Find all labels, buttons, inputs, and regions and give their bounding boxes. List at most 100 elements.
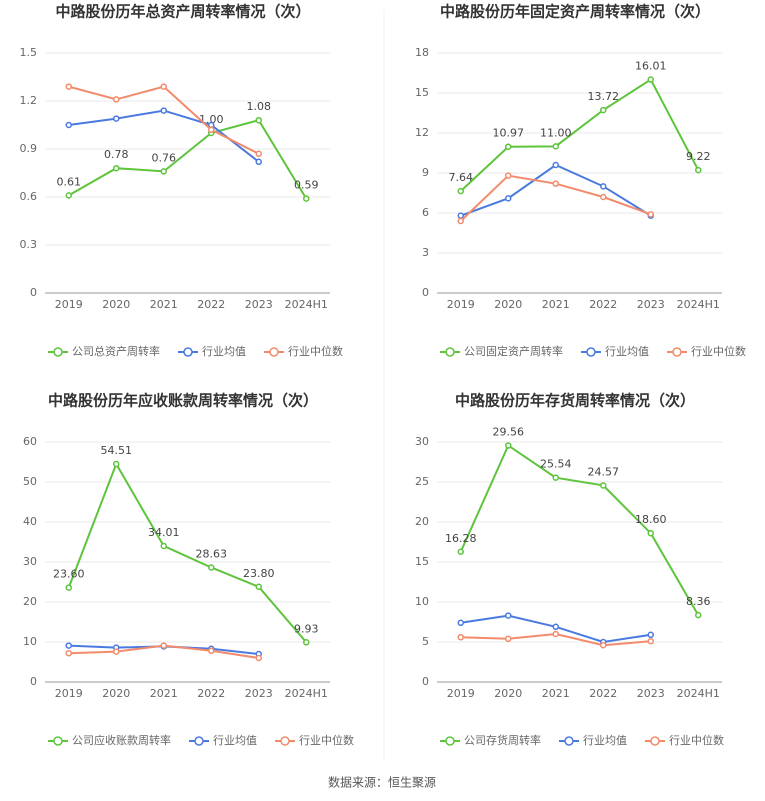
data-label: 29.56 [493, 426, 525, 439]
x-tick-label: 2020 [494, 298, 522, 311]
series-line [459, 444, 700, 616]
data-label: 16.01 [635, 60, 667, 73]
data-point [208, 564, 215, 571]
x-tick-label: 2020 [494, 687, 522, 700]
y-tick-label: 3 [422, 246, 429, 259]
data-label: 0.61 [57, 175, 82, 188]
y-tick-label: 0 [30, 286, 37, 299]
y-tick-label: 0.6 [20, 190, 38, 203]
data-point [65, 192, 72, 199]
x-tick-label: 2024H1 [285, 298, 328, 311]
data-label: 8.36 [686, 595, 711, 608]
data-label: 34.01 [148, 526, 180, 539]
y-tick-label: 1.5 [20, 46, 38, 59]
data-point [113, 460, 120, 468]
y-tick-label: 18 [415, 46, 429, 59]
x-tick-label: 2022 [197, 298, 225, 311]
x-tick-label: 2019 [55, 687, 83, 700]
y-tick-label: 0.3 [20, 238, 38, 251]
x-tick-label: 2019 [447, 687, 475, 700]
legend-marker [445, 736, 455, 746]
data-point [600, 641, 607, 649]
data-point [600, 482, 607, 489]
y-tick-label: 1.2 [20, 94, 38, 107]
data-point [647, 76, 654, 83]
x-tick-label: 2021 [150, 687, 178, 700]
legend-label: 行业中位数 [691, 344, 746, 358]
data-label: 24.57 [588, 465, 620, 478]
data-label: 9.22 [686, 150, 711, 163]
data-point [113, 115, 120, 122]
data-point [505, 635, 512, 643]
x-tick-label: 2023 [245, 298, 273, 311]
data-point [65, 642, 72, 649]
data-point [647, 637, 654, 645]
y-tick-label: 0 [422, 675, 429, 688]
data-point [457, 633, 464, 641]
x-tick-label: 2024H1 [677, 687, 720, 700]
chart-title: 中路股份历年应收账款周转率情况（次） [48, 392, 318, 410]
data-label: 0.59 [294, 179, 319, 192]
x-tick-label: 2023 [637, 687, 665, 700]
data-point [647, 211, 654, 218]
data-point [160, 542, 167, 550]
data-point [65, 83, 72, 90]
legend-label: 公司存货周转率 [464, 733, 541, 747]
chart-title: 中路股份历年总资产周转率情况（次） [55, 3, 310, 21]
data-point [303, 195, 310, 202]
data-point [255, 158, 262, 166]
data-point [457, 548, 464, 556]
x-tick-label: 2022 [589, 298, 617, 311]
data-point [65, 584, 72, 591]
data-point [457, 217, 464, 225]
data-point [505, 143, 512, 150]
legend-label: 行业中位数 [669, 733, 724, 747]
legend-marker [650, 736, 660, 746]
x-tick-label: 2023 [637, 298, 665, 311]
data-point [208, 647, 215, 655]
y-tick-label: 50 [23, 475, 37, 488]
source: 数据来源：恒生聚源 [328, 775, 436, 790]
data-label: 16.28 [445, 532, 477, 545]
data-label: 9.93 [294, 622, 319, 635]
data-point [457, 187, 464, 195]
data-label: 13.72 [588, 90, 620, 103]
y-tick-label: 20 [415, 515, 429, 528]
data-point [505, 172, 512, 179]
y-tick-label: 9 [422, 166, 429, 179]
data-point [457, 619, 464, 627]
data-point [647, 529, 654, 537]
data-point [160, 642, 167, 649]
y-tick-label: 25 [415, 475, 429, 488]
data-point [552, 630, 559, 638]
data-point [255, 116, 262, 124]
data-label: 0.76 [152, 151, 177, 164]
data-point [113, 96, 120, 103]
y-tick-label: 30 [415, 435, 429, 448]
data-point [552, 474, 559, 481]
data-label: 0.78 [104, 148, 129, 161]
series-line [460, 78, 700, 192]
data-point [600, 106, 607, 114]
data-point [505, 442, 512, 449]
y-tick-label: 10 [23, 635, 37, 648]
y-tick-label: 30 [23, 555, 37, 568]
data-label: 1.08 [247, 100, 272, 113]
legend-label: 行业均值 [213, 734, 257, 747]
data-point [552, 623, 559, 631]
y-tick-label: 20 [23, 595, 37, 608]
legend-marker [183, 347, 193, 357]
data-label: 18.60 [635, 513, 667, 526]
data-point [552, 143, 559, 150]
data-point [600, 193, 607, 201]
x-tick-label: 2019 [55, 298, 83, 311]
data-label: 11.00 [540, 126, 572, 139]
legend-label: 行业中位数 [288, 344, 343, 358]
x-tick-label: 2021 [542, 687, 570, 700]
data-point [505, 612, 512, 619]
legend-marker [672, 347, 682, 357]
data-point [647, 631, 654, 639]
legend-marker [445, 347, 455, 357]
legend-marker [586, 347, 596, 357]
